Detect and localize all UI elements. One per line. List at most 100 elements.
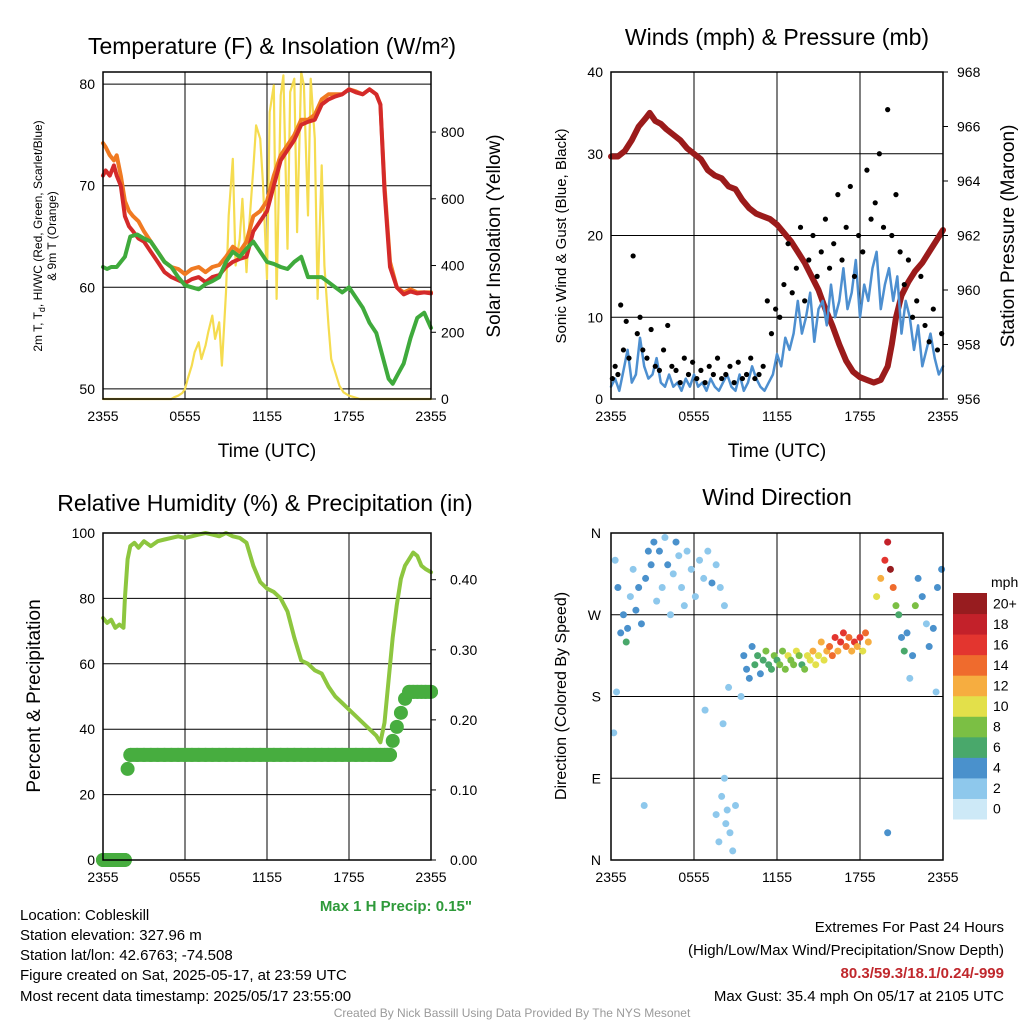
direction-point: [751, 661, 759, 669]
direction-point: [632, 606, 640, 614]
gust-point: [885, 107, 891, 113]
direction-point: [929, 624, 937, 632]
plot-border: [102, 532, 432, 861]
direction-point: [725, 683, 733, 691]
station-location: Location: Cobleskill: [20, 907, 150, 924]
y-tick-label: 40: [79, 721, 95, 737]
direction-point: [626, 593, 634, 601]
direction-point: [683, 547, 691, 555]
direction-point: [859, 647, 867, 655]
x-tick-label: 1155: [762, 408, 792, 424]
colorbar-label: 18: [993, 616, 1009, 632]
direction-point: [886, 565, 894, 573]
x-axis-label: Time (UTC): [728, 441, 827, 462]
direction-point: [820, 656, 828, 664]
colorbar-swatch: [953, 695, 987, 717]
y-tick-label: E: [592, 770, 601, 786]
y-axis-label: Direction (Colored By Speed): [553, 592, 570, 800]
direction-point: [922, 620, 930, 628]
x-tick-label: 2355: [415, 869, 446, 885]
y2-axis-label: Station Pressure (Maroon): [998, 125, 1019, 348]
gust-point: [773, 306, 779, 312]
direction-point: [756, 670, 764, 678]
x-tick-label: 1755: [844, 869, 875, 885]
credit-line: Created By Nick Bassill Using Data Provi…: [333, 1006, 691, 1020]
direction-point: [914, 574, 922, 582]
direction-point: [617, 629, 625, 637]
direction-point: [853, 643, 861, 651]
colorbar-label: 14: [993, 657, 1009, 673]
direction-point: [925, 643, 933, 651]
direction-point: [845, 633, 853, 641]
series-insolation: [101, 70, 433, 401]
y-tick-label: 0: [595, 391, 603, 407]
gust-point: [719, 375, 725, 382]
direction-point: [839, 629, 847, 637]
colorbar-label: 12: [993, 677, 1009, 693]
gust-point: [822, 216, 829, 222]
direction-point: [801, 665, 809, 673]
direction-point: [903, 629, 911, 637]
colorbar-label: 10: [993, 698, 1009, 714]
direction-point: [806, 656, 814, 664]
colorbar-label: 2: [993, 780, 1001, 796]
direction-point: [828, 652, 836, 660]
gust-point: [922, 322, 928, 329]
y-axis-label: Sonic Wind & Gust (Blue, Black): [553, 128, 570, 343]
y-tick-label: 80: [79, 76, 95, 92]
y2-tick-label: 968: [957, 64, 981, 80]
gust-point: [777, 314, 783, 320]
y2-tick-label: 0.40: [450, 572, 477, 588]
y-tick-label: 30: [587, 146, 603, 162]
chart-title: Wind Direction: [702, 484, 852, 510]
series-rh: [101, 531, 433, 745]
gust-point: [889, 232, 895, 239]
direction-point: [759, 656, 767, 664]
x-tick-label: 2355: [87, 408, 118, 424]
direction-point: [837, 638, 845, 646]
direction-point: [933, 584, 941, 591]
x-tick-label: 1755: [333, 869, 364, 885]
direction-point: [653, 597, 661, 605]
direction-point: [812, 661, 820, 669]
direction-point: [862, 629, 870, 637]
y-tick-label: 40: [587, 64, 603, 80]
chart-title: Temperature (F) & Insolation (W/m²): [88, 33, 456, 59]
colorbar-label: 6: [993, 739, 1001, 755]
gust-point: [618, 302, 624, 308]
direction-point: [655, 547, 663, 555]
gust-point: [872, 200, 878, 206]
gust-point: [660, 347, 667, 353]
colorbar-swatch: [953, 634, 987, 656]
chart-title: Relative Humidity (%) & Precipitation (i…: [57, 490, 472, 516]
gust-point: [768, 331, 775, 337]
gust-point: [731, 380, 737, 386]
wind-pressure-panel: Winds (mph) & Pressure (mb) 2355 0555 1155 1…: [553, 24, 1019, 462]
gust-point: [630, 253, 636, 259]
direction-point: [842, 643, 850, 651]
direction-point: [704, 547, 712, 555]
gust-point: [918, 273, 924, 279]
direction-point: [650, 538, 658, 546]
direction-point: [635, 584, 643, 591]
gust-point: [901, 281, 907, 288]
y-axis-label-2: & 9m T (Orange): [45, 191, 59, 281]
direction-point: [895, 611, 903, 619]
direction-point: [745, 674, 753, 682]
direction-point: [856, 633, 864, 641]
colorbar-swatch: [953, 798, 987, 820]
direction-point: [938, 565, 946, 573]
x-tick-label: 2355: [595, 408, 626, 424]
gust-point: [623, 318, 629, 324]
gust-point: [868, 216, 874, 222]
direction-point: [720, 774, 728, 782]
gust-point: [930, 306, 936, 312]
gust-point: [905, 257, 912, 263]
direction-point: [629, 565, 637, 573]
direction-point: [640, 802, 648, 809]
x-tick-label: 2355: [595, 869, 626, 885]
gust-point: [727, 363, 733, 369]
y-tick-label: 80: [79, 590, 95, 606]
